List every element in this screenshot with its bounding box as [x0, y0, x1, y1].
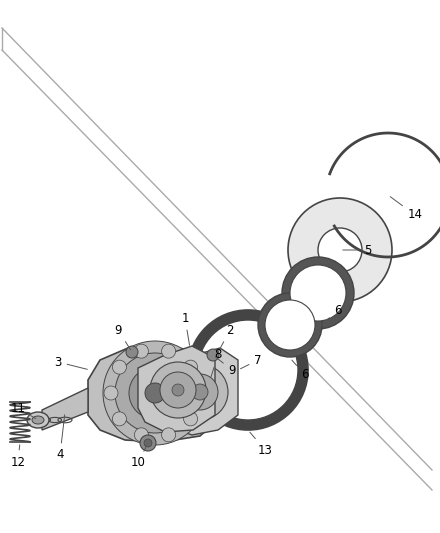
Circle shape	[172, 384, 184, 396]
Circle shape	[134, 344, 148, 358]
Text: 9: 9	[114, 324, 131, 350]
Text: 6: 6	[320, 303, 342, 326]
Text: 13: 13	[250, 432, 272, 456]
Circle shape	[126, 346, 138, 358]
Circle shape	[150, 362, 206, 418]
Polygon shape	[42, 388, 88, 430]
Circle shape	[160, 372, 196, 408]
Circle shape	[207, 349, 219, 361]
Circle shape	[145, 383, 165, 403]
Circle shape	[183, 412, 198, 426]
Text: 4: 4	[56, 415, 65, 462]
Circle shape	[183, 360, 198, 374]
Text: 9: 9	[215, 357, 236, 376]
Text: 12: 12	[11, 445, 26, 469]
Text: 3: 3	[54, 356, 87, 369]
Text: 8: 8	[211, 349, 222, 377]
Ellipse shape	[288, 198, 392, 302]
Circle shape	[115, 353, 195, 433]
Text: 1: 1	[181, 311, 190, 345]
Text: 10: 10	[131, 446, 147, 470]
Ellipse shape	[194, 364, 226, 396]
Circle shape	[161, 428, 176, 442]
Ellipse shape	[186, 356, 234, 404]
Polygon shape	[138, 346, 215, 432]
Ellipse shape	[258, 293, 322, 357]
Text: 7: 7	[241, 353, 262, 369]
Ellipse shape	[32, 416, 44, 424]
Ellipse shape	[27, 412, 49, 428]
Polygon shape	[88, 345, 218, 442]
Ellipse shape	[265, 300, 315, 350]
Ellipse shape	[290, 265, 346, 321]
Circle shape	[144, 439, 152, 447]
Circle shape	[172, 364, 228, 420]
Ellipse shape	[282, 257, 354, 329]
Circle shape	[192, 384, 208, 400]
Text: 11: 11	[11, 401, 36, 418]
Circle shape	[143, 381, 167, 405]
Circle shape	[134, 428, 148, 442]
Circle shape	[112, 412, 126, 426]
Circle shape	[104, 386, 118, 400]
Ellipse shape	[198, 320, 298, 420]
Circle shape	[182, 374, 218, 410]
Polygon shape	[165, 348, 238, 435]
Circle shape	[192, 386, 206, 400]
Text: 2: 2	[216, 324, 234, 356]
Text: 5: 5	[343, 244, 372, 256]
Circle shape	[129, 367, 181, 419]
Text: 6: 6	[292, 360, 309, 382]
Circle shape	[103, 341, 207, 445]
Text: 14: 14	[390, 197, 422, 222]
Circle shape	[140, 435, 156, 451]
Circle shape	[112, 360, 126, 374]
Ellipse shape	[188, 310, 308, 430]
Circle shape	[161, 344, 176, 358]
Ellipse shape	[318, 228, 362, 272]
